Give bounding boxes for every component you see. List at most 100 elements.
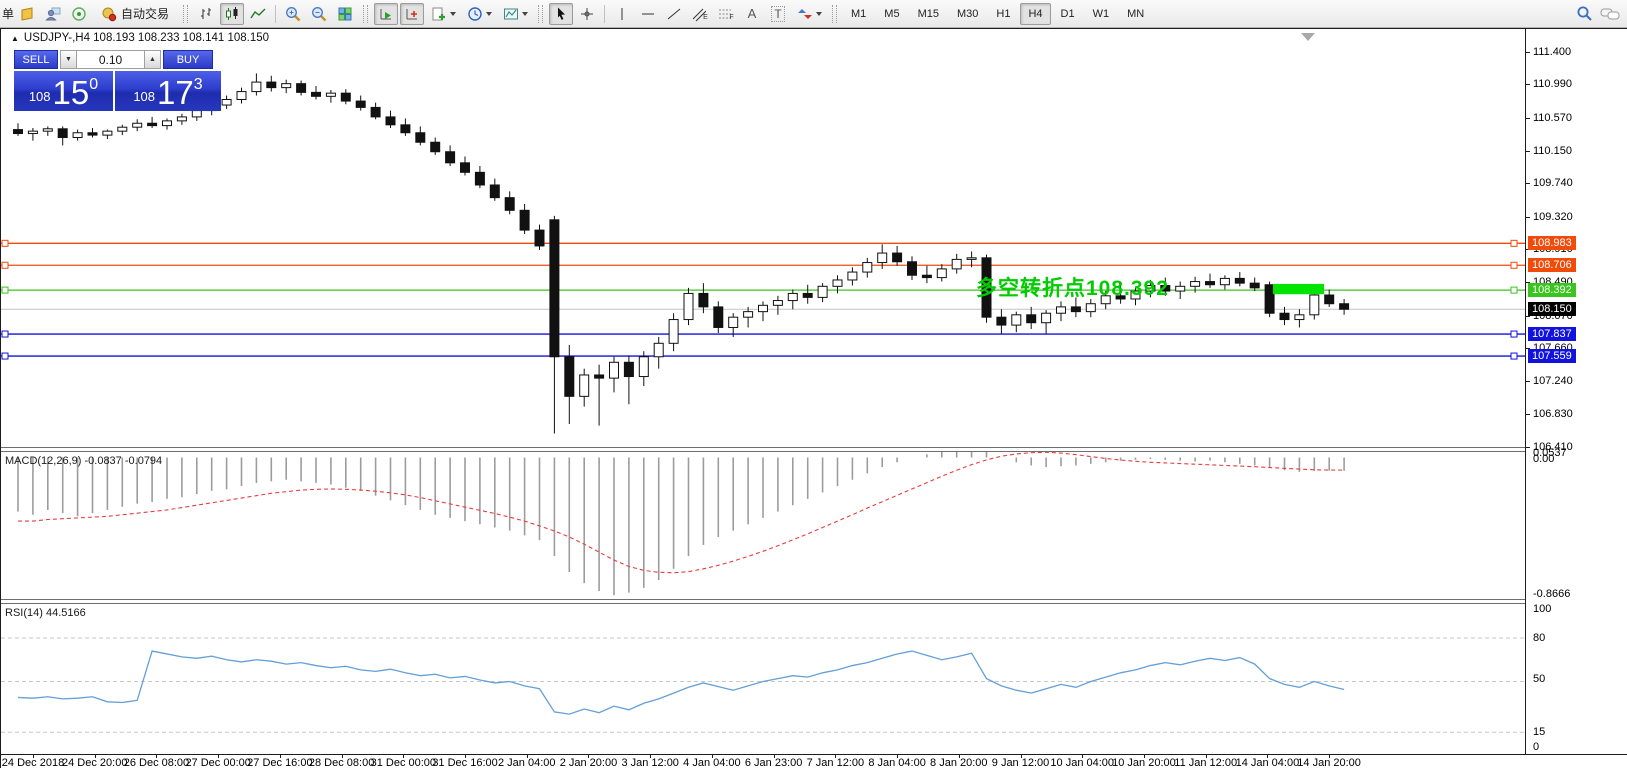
- broadcast-icon[interactable]: [67, 3, 91, 25]
- time-tick-mark: [1143, 755, 1145, 758]
- rsi-axis-50: 50: [1533, 673, 1546, 685]
- macd-pane[interactable]: [1, 452, 1525, 599]
- toolbar-grip[interactable]: [183, 4, 189, 23]
- chevron-down-icon: [815, 11, 822, 16]
- timeframe-MN-button[interactable]: MN: [1127, 7, 1145, 20]
- timeframe-H4-button[interactable]: H4: [1020, 2, 1051, 25]
- time-label: 27 Dec 00:00: [185, 757, 251, 768]
- line-handle[interactable]: [1, 352, 9, 360]
- chart-annotation-text[interactable]: 多空转折点108.392: [976, 277, 1169, 300]
- trendline-tool-icon[interactable]: [662, 3, 686, 25]
- fibonacci-tool-icon[interactable]: F: [714, 3, 738, 25]
- volume-input[interactable]: 0.10: [77, 50, 144, 69]
- zoom-out-icon[interactable]: [307, 3, 331, 25]
- text-label-tool-icon[interactable]: T: [766, 3, 790, 25]
- line-chart-mode-icon[interactable]: [246, 3, 270, 25]
- time-label: 11 Jan 12:00: [1174, 757, 1238, 768]
- line-handle[interactable]: [1510, 286, 1518, 294]
- line-handle[interactable]: [1, 330, 9, 338]
- buy-button[interactable]: BUY: [163, 50, 213, 69]
- timeframe-W1-button[interactable]: W1: [1092, 7, 1110, 20]
- toolbar-grip[interactable]: [538, 4, 544, 23]
- arrows-tool-button[interactable]: [792, 3, 826, 25]
- time-tick-mark: [897, 755, 899, 758]
- periods-button[interactable]: [462, 3, 496, 25]
- line-handle[interactable]: [1510, 330, 1518, 338]
- macd-signal-value: -0.0794: [124, 455, 163, 467]
- vertical-line-tool-icon[interactable]: [610, 3, 634, 25]
- timeframe-toolbar: M1 M5 M15 M30 H1 H4 D1 W1 MN: [842, 2, 1153, 25]
- text-tool-icon[interactable]: A: [747, 6, 757, 21]
- buy-price-sup: 3: [193, 76, 203, 93]
- price-level-tag: 107.837: [1528, 327, 1576, 342]
- chart-shift-icon[interactable]: [400, 2, 425, 25]
- highlight-rectangle[interactable]: [1273, 283, 1324, 295]
- notes-icon[interactable]: [15, 3, 39, 25]
- axis-tick-mark: [1526, 282, 1530, 284]
- time-tick-mark: [279, 755, 281, 758]
- pane-splitter[interactable]: [1, 447, 1525, 452]
- line-handle[interactable]: [1510, 239, 1518, 247]
- rsi-pane[interactable]: [1, 604, 1525, 754]
- timeframe-H1-button[interactable]: H1: [996, 7, 1011, 20]
- time-label: 6 Jan 23:00: [744, 757, 803, 768]
- axis-tick-mark: [1526, 413, 1530, 415]
- timeframe-M5-button[interactable]: M5: [884, 7, 900, 20]
- chevron-down-icon: [521, 11, 528, 16]
- volume-decrease-button[interactable]: ▼: [60, 50, 77, 69]
- new-order-partial-label[interactable]: 单: [2, 7, 15, 21]
- chart-shift-marker-icon[interactable]: [1301, 33, 1315, 41]
- line-handle[interactable]: [1, 261, 9, 269]
- line-handle[interactable]: [1, 239, 9, 247]
- zoom-in-icon[interactable]: [281, 3, 305, 25]
- toolbar-grip[interactable]: [363, 4, 369, 23]
- new-chart-button[interactable]: [426, 3, 460, 25]
- bar-chart-mode-icon[interactable]: [194, 3, 218, 25]
- toolbar-separator: [275, 4, 277, 23]
- market-watch-user-icon[interactable]: [41, 3, 65, 25]
- new-chart-icon: [432, 7, 445, 20]
- chat-icon[interactable]: [1598, 3, 1622, 25]
- chevron-down-icon: [485, 11, 492, 16]
- price-axis[interactable]: 0.0537 0.00 -0.8666 100 80 50 15 0 111.4…: [1525, 29, 1627, 754]
- price-tick-label: 109.740: [1533, 177, 1573, 190]
- fibonacci-tool-sub-label: F: [729, 14, 734, 21]
- templates-button[interactable]: [498, 3, 532, 25]
- buy-price-int: 108: [133, 89, 156, 104]
- sell-price-sup: 0: [89, 76, 99, 93]
- time-tick-mark: [1267, 755, 1269, 758]
- collapse-triangle-icon[interactable]: ▲: [11, 33, 19, 43]
- line-handle[interactable]: [1510, 352, 1518, 360]
- toolbar-grip[interactable]: [832, 4, 838, 23]
- axis-tick-mark: [1526, 52, 1530, 53]
- time-label: 28 Dec 08:00: [308, 757, 375, 768]
- cursor-tool-icon[interactable]: [549, 2, 574, 25]
- macd-signal-line: [18, 452, 1345, 574]
- sell-button[interactable]: SELL: [14, 50, 58, 69]
- autotrading-button[interactable]: 自动交易: [93, 3, 177, 25]
- pane-splitter[interactable]: [1, 599, 1525, 604]
- chevron-down-icon: [449, 11, 456, 16]
- time-label: 4 Jan 04:00: [683, 757, 741, 768]
- buy-price-box[interactable]: 108 17 3: [115, 71, 221, 111]
- auto-scroll-icon[interactable]: [374, 2, 399, 25]
- line-handle[interactable]: [1510, 261, 1518, 269]
- timeframe-M30-button[interactable]: M30: [956, 7, 979, 20]
- search-icon[interactable]: [1572, 3, 1596, 25]
- rsi-label: RSI(14) 44.5166: [5, 607, 86, 619]
- chart-title-text: USDJPY-,H4 108.193 108.233 108.141 108.1…: [23, 32, 270, 44]
- timeframe-M1-button[interactable]: M1: [851, 7, 867, 20]
- sell-price-box[interactable]: 108 15 0: [14, 71, 113, 111]
- autotrading-label: 自动交易: [121, 7, 170, 21]
- candlestick-mode-icon[interactable]: [220, 2, 245, 25]
- timeframe-D1-button[interactable]: D1: [1060, 7, 1075, 20]
- horizontal-line-tool-icon[interactable]: [636, 3, 660, 25]
- crosshair-tool-icon[interactable]: [575, 3, 599, 25]
- line-handle[interactable]: [1, 286, 9, 294]
- channel-tool-icon[interactable]: E: [688, 3, 712, 25]
- volume-increase-button[interactable]: ▲: [144, 50, 161, 69]
- main-chart-pane[interactable]: [1, 29, 1525, 447]
- timeframe-M15-button[interactable]: M15: [917, 7, 939, 20]
- time-axis[interactable]: 24 Dec 2018 24 Dec 20:00 26 Dec 08:00 27 De…: [1, 754, 1627, 768]
- tile-windows-icon[interactable]: [333, 3, 357, 25]
